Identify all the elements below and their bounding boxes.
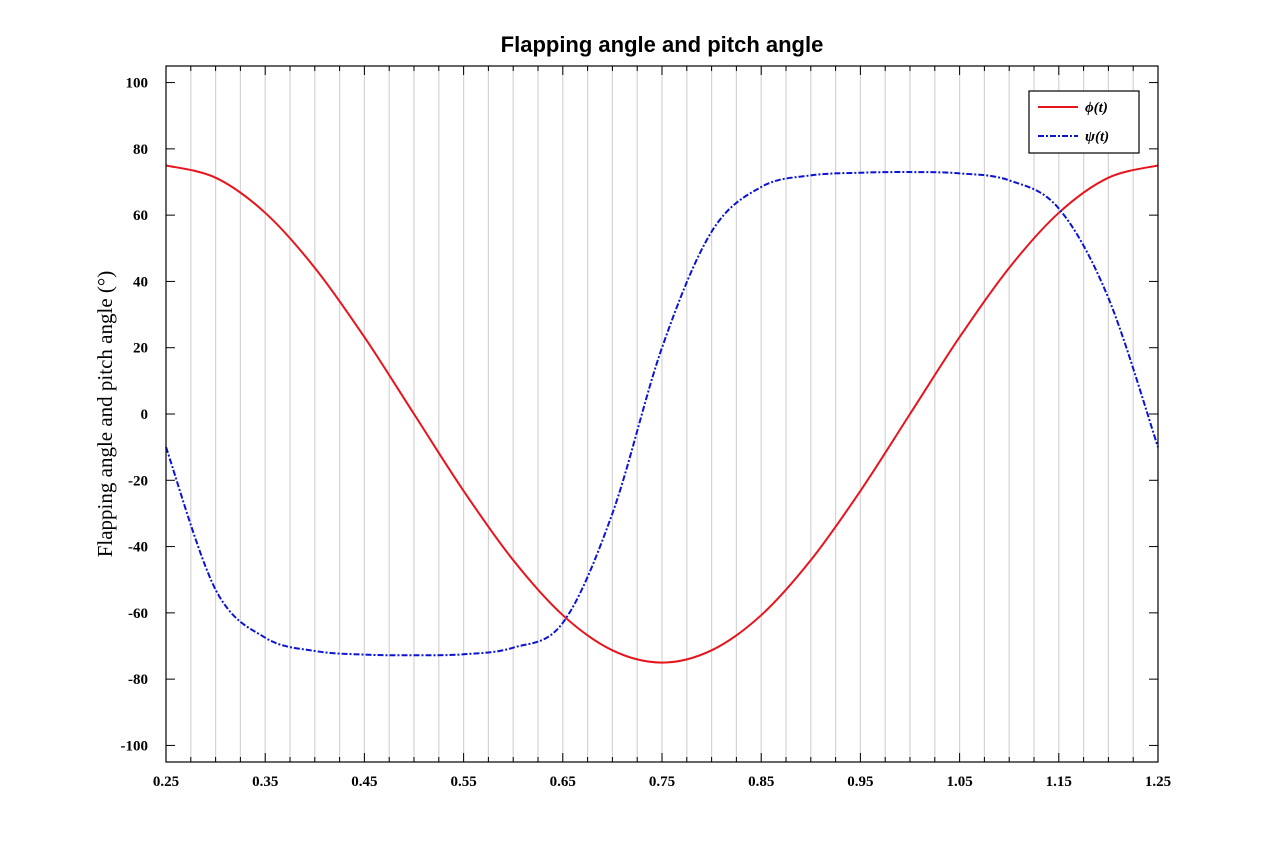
legend-label-psi: ψ(t) <box>1085 129 1109 145</box>
y-tick-label: -60 <box>128 606 148 622</box>
y-tick-label: 60 <box>133 208 148 224</box>
x-tick-label: 0.45 <box>351 774 377 790</box>
y-tick-label: -100 <box>121 738 149 754</box>
legend-box <box>1028 90 1140 154</box>
y-tick-label: 40 <box>133 274 148 290</box>
x-tick-label: 0.75 <box>649 774 675 790</box>
x-tick-label: 1.25 <box>1145 774 1171 790</box>
x-tick-label: 1.05 <box>946 774 972 790</box>
y-tick-label: 0 <box>141 407 149 423</box>
series-layer <box>165 164 1159 664</box>
y-tick-label: 80 <box>133 142 148 158</box>
y-tick-label: 100 <box>126 76 149 92</box>
chart-title: Flapping angle and pitch angle <box>501 32 824 57</box>
y-tick-label: 20 <box>133 341 148 357</box>
x-tick-label: 0.95 <box>847 774 873 790</box>
legend: ϕ(t) ψ(t) <box>1028 90 1140 154</box>
x-tick-label: 0.25 <box>153 774 179 790</box>
y-axis-label: Flapping angle and pitch angle (°) <box>93 271 117 558</box>
legend-label-phi: ϕ(t) <box>1085 100 1108 116</box>
x-tick-label: 0.85 <box>748 774 774 790</box>
series-line-psi <box>165 171 1159 657</box>
x-tick-label: 1.15 <box>1046 774 1072 790</box>
x-tick-label: 0.65 <box>550 774 576 790</box>
x-tick-label: 0.35 <box>252 774 278 790</box>
y-tick-label: -20 <box>128 473 148 489</box>
series-line-phi <box>165 164 1159 664</box>
tick-layer: 0.25 0.35 0.45 0.55 0.65 0.75 0.85 0.95 1.05 1.15… <box>121 66 1171 790</box>
y-tick-label: -80 <box>128 672 148 688</box>
y-tick-label: -40 <box>128 540 148 556</box>
x-tick-label: 0.55 <box>450 774 476 790</box>
